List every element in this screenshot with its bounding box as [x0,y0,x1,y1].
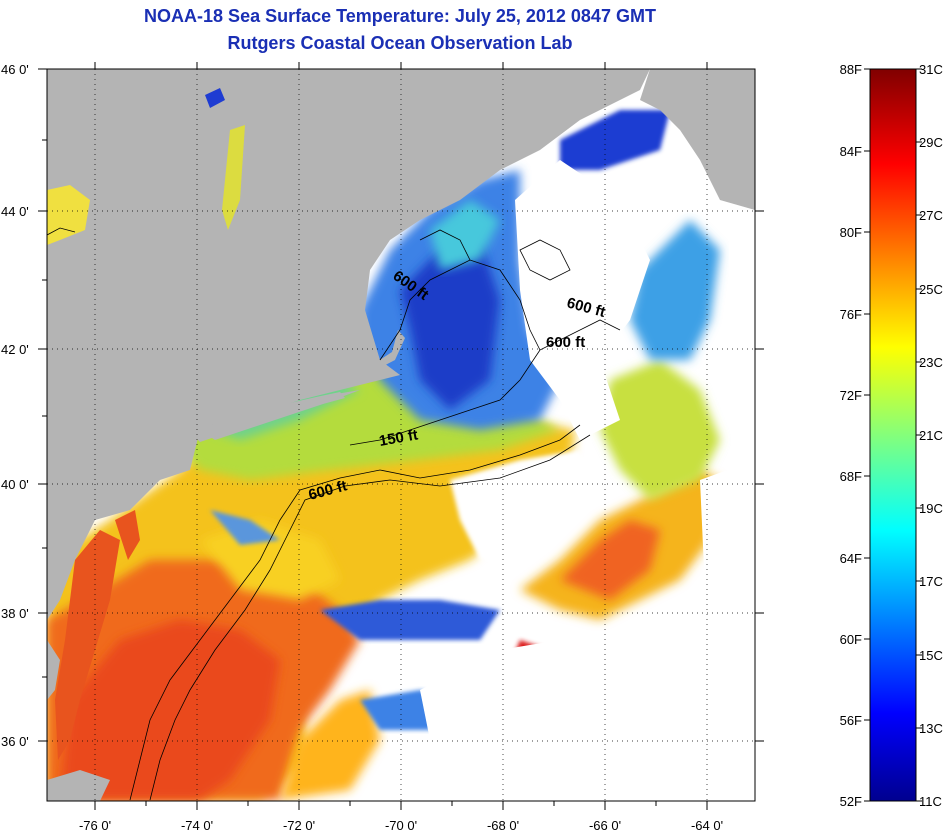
lat-tick-label: 44 0' [1,204,29,219]
cb-c-label: 27C [919,208,943,223]
lon-tick-label: -76 0' [79,818,111,833]
lat-tick-label: 38 0' [1,606,29,621]
graticule [47,69,755,801]
lon-tick-label: -70 0' [385,818,417,833]
lake [222,125,245,230]
cb-c-label: 15C [919,648,943,663]
cb-c-label: 13C [919,721,943,736]
lon-tick-label: -66 0' [589,818,621,833]
colorbar-celsius-labels: 31C 29C 27C 25C 23C 21C 19C 17C 15C 13C … [919,62,943,809]
lon-tick-label: -68 0' [487,818,519,833]
cb-f-label: 56F [840,713,862,728]
delaware-bay [115,510,140,560]
contour-label: 150 ft [378,426,420,450]
cb-f-label: 60F [840,632,862,647]
axis-ticks [38,62,764,810]
colorbar-fahrenheit-labels: 88F 84F 80F 76F 72F 68F 64F 60F 56F 52F [840,62,862,809]
cb-c-label: 21C [919,428,943,443]
cb-c-label: 17C [919,574,943,589]
lat-tick-label: 40 0' [1,477,29,492]
cb-c-label: 19C [919,501,943,516]
colorbar: 88F 84F 80F 76F 72F 68F 64F 60F 56F 52F … [840,62,943,809]
lat-tick-label: 42 0' [1,342,29,357]
cb-c-label: 29C [919,135,943,150]
contour-label: 600 ft [546,334,585,351]
sst-field [47,110,720,800]
cb-f-label: 64F [840,551,862,566]
map-title: NOAA-18 Sea Surface Temperature: July 25… [144,6,656,26]
cb-f-label: 76F [840,307,862,322]
cb-f-label: 84F [840,144,862,159]
cb-c-label: 23C [919,355,943,370]
lat-tick-label: 46 0' [1,62,29,77]
cb-c-label: 11C [919,794,942,809]
lake [205,88,225,108]
chesapeake-bay [55,530,120,760]
map-area [47,69,755,801]
longitude-labels: -76 0' -74 0' -72 0' -70 0' -68 0' -66 0… [79,818,723,833]
cb-f-label: 68F [840,469,862,484]
cloud-mask [420,160,755,800]
colorbar-gradient [869,68,917,802]
cape-cod [372,330,405,372]
lake [47,185,90,245]
lon-tick-label: -72 0' [283,818,315,833]
long-island [190,392,345,442]
cb-f-label: 72F [840,388,862,403]
cb-f-label: 80F [840,225,862,240]
cb-f-label: 52F [840,794,862,809]
lat-tick-label: 36 0' [1,734,29,749]
map-subtitle: Rutgers Coastal Ocean Observation Lab [227,33,573,53]
cb-f-label: 88F [840,62,862,77]
cb-c-label: 25C [919,282,943,297]
lon-tick-label: -74 0' [181,818,213,833]
latitude-labels: 46 0' 44 0' 42 0' 40 0' 38 0' 36 0' [1,62,29,749]
bathymetry-contours [47,227,621,801]
lon-tick-label: -64 0' [691,818,723,833]
cb-c-label: 31C [919,62,943,77]
